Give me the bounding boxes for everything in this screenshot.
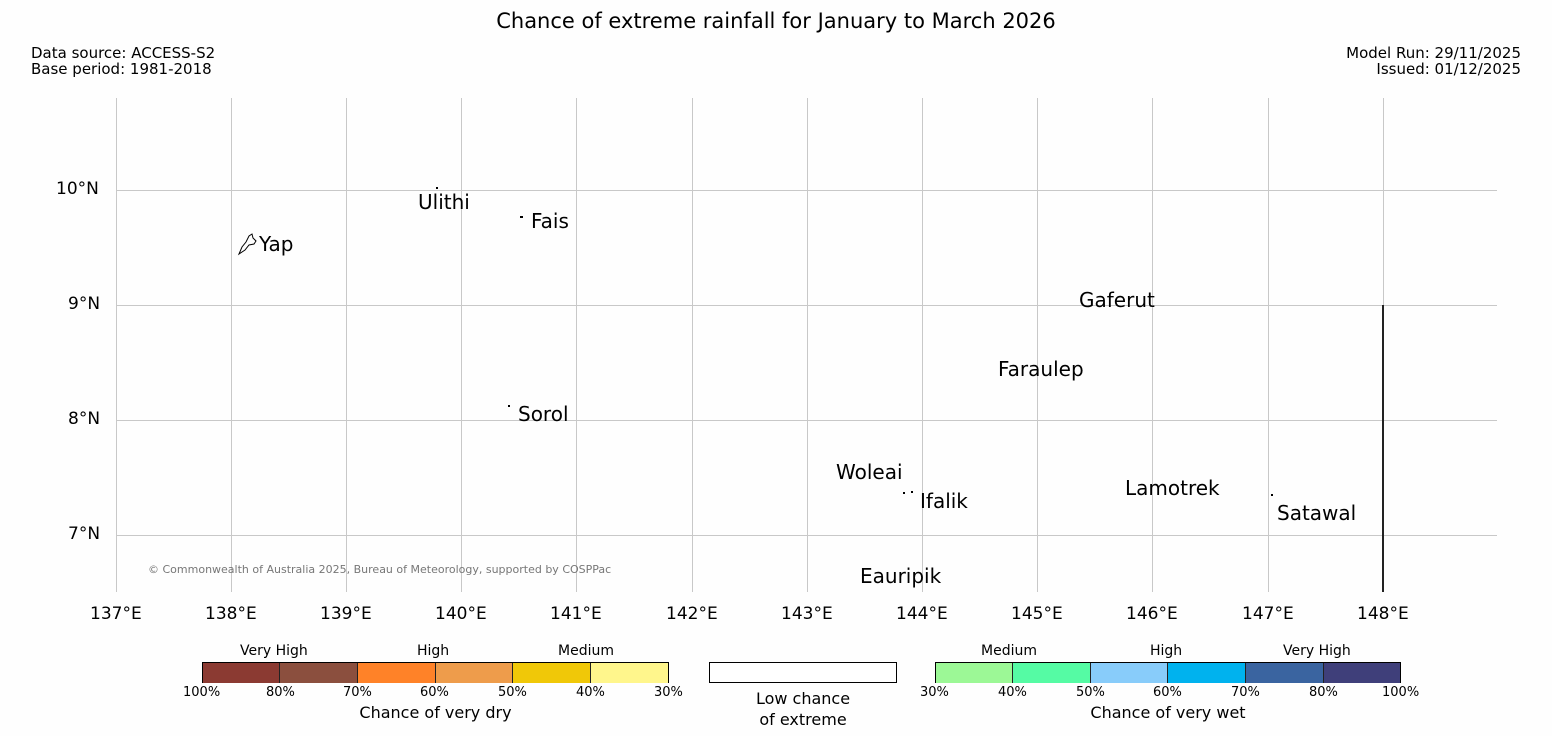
dry-legend-title: Chance of very dry xyxy=(359,703,512,722)
gridline-lon xyxy=(576,98,577,592)
place-label: Satawal xyxy=(1277,501,1357,525)
lon-tick: 145°E xyxy=(1011,604,1063,624)
dry-swatch xyxy=(591,663,668,683)
lat-tick: 7°N xyxy=(68,524,101,544)
place-label: Ulithi xyxy=(418,190,470,214)
gridline-lat xyxy=(116,420,1497,421)
base-period: Base period: 1981-2018 xyxy=(31,60,212,78)
wet-swatch xyxy=(1246,663,1324,683)
neutral-label-line2: of extreme xyxy=(759,710,847,729)
lon-tick: 140°E xyxy=(435,604,487,624)
place-label: Faraulep xyxy=(998,357,1084,381)
place-label: Gaferut xyxy=(1079,288,1155,312)
gridline-lon xyxy=(692,98,693,592)
ulithi-island-mark xyxy=(436,187,438,189)
lon-tick: 147°E xyxy=(1242,604,1294,624)
map-title: Chance of extreme rainfall for January t… xyxy=(496,9,1056,33)
wet-legend-title: Chance of very wet xyxy=(1090,703,1246,722)
lon-tick: 142°E xyxy=(666,604,718,624)
wet-category-label: Very High xyxy=(1283,643,1351,659)
dry-tick: 30% xyxy=(654,685,683,700)
gridline-lon xyxy=(1037,98,1038,592)
dry-tick: 70% xyxy=(343,685,372,700)
ifalik-island-mark xyxy=(911,491,913,493)
place-label: Fais xyxy=(531,209,569,233)
wet-tick: 100% xyxy=(1382,685,1420,700)
gridline-lat xyxy=(116,305,1497,306)
gridline-lon xyxy=(231,98,232,592)
gridline-lat xyxy=(116,190,1497,191)
lat-tick: 8°N xyxy=(68,409,101,429)
wet-colorbar xyxy=(935,662,1401,683)
dry-category-label: Medium xyxy=(558,643,614,659)
dry-tick: 100% xyxy=(183,685,221,700)
issued-date: Issued: 01/12/2025 xyxy=(1376,60,1521,78)
dry-swatch xyxy=(358,663,436,683)
dry-tick: 40% xyxy=(576,685,605,700)
lon-tick: 144°E xyxy=(896,604,948,624)
place-label: Ifalik xyxy=(920,489,968,513)
place-label: Yap xyxy=(259,232,294,256)
lon-tick: 138°E xyxy=(205,604,257,624)
wet-swatch xyxy=(1168,663,1246,683)
yap-island-shape xyxy=(237,233,257,256)
neutral-swatch xyxy=(709,662,897,683)
dry-category-label: Very High xyxy=(240,643,308,659)
satawal-island-mark xyxy=(1271,494,1273,496)
wet-tick: 70% xyxy=(1231,685,1260,700)
fais-island-mark xyxy=(520,216,523,218)
wet-tick: 30% xyxy=(920,685,949,700)
dry-swatch xyxy=(203,663,280,683)
wet-swatch xyxy=(1324,663,1400,683)
dry-tick: 60% xyxy=(420,685,449,700)
dry-swatch xyxy=(436,663,513,683)
lon-tick: 148°E xyxy=(1357,604,1409,624)
data-source: Data source: ACCESS-S2 xyxy=(31,44,216,62)
lon-tick: 143°E xyxy=(781,604,833,624)
wet-swatch xyxy=(1091,663,1168,683)
wet-category-label: Medium xyxy=(981,643,1037,659)
gridline-lon xyxy=(346,98,347,592)
dry-swatch xyxy=(280,663,358,683)
gridline-lon xyxy=(116,98,117,592)
gridline-lon xyxy=(461,98,462,592)
wet-tick: 80% xyxy=(1309,685,1338,700)
lat-tick: 10°N xyxy=(56,179,99,199)
lon-tick: 141°E xyxy=(550,604,602,624)
gridline-lon xyxy=(807,98,808,592)
wet-tick: 50% xyxy=(1076,685,1105,700)
boundary-line xyxy=(1382,305,1384,592)
place-label: Woleai xyxy=(836,460,903,484)
dry-colorbar xyxy=(202,662,669,683)
sorol-island-mark xyxy=(508,405,510,407)
dry-tick: 80% xyxy=(266,685,295,700)
gridline-lon xyxy=(1152,98,1153,592)
neutral-label-line1: Low chance xyxy=(755,689,851,708)
place-label: Sorol xyxy=(518,402,569,426)
place-label: Eauripik xyxy=(860,564,942,588)
place-label: Lamotrek xyxy=(1125,476,1220,500)
wet-tick: 40% xyxy=(998,685,1027,700)
dry-category-label: High xyxy=(417,643,450,659)
woleai-island-mark xyxy=(903,492,905,494)
wet-swatch xyxy=(936,663,1013,683)
wet-tick: 60% xyxy=(1153,685,1182,700)
lon-tick: 137°E xyxy=(90,604,142,624)
lon-tick: 139°E xyxy=(320,604,372,624)
dry-swatch xyxy=(513,663,591,683)
gridline-lon xyxy=(922,98,923,592)
lat-tick: 9°N xyxy=(68,294,101,314)
gridline-lat xyxy=(116,535,1497,536)
lon-tick: 146°E xyxy=(1126,604,1178,624)
model-run: Model Run: 29/11/2025 xyxy=(1346,44,1521,62)
dry-tick: 50% xyxy=(498,685,527,700)
wet-swatch xyxy=(1013,663,1091,683)
wet-category-label: High xyxy=(1150,643,1183,659)
gridline-lon xyxy=(1268,98,1269,592)
copyright-notice: © Commonwealth of Australia 2025, Bureau… xyxy=(148,563,612,576)
